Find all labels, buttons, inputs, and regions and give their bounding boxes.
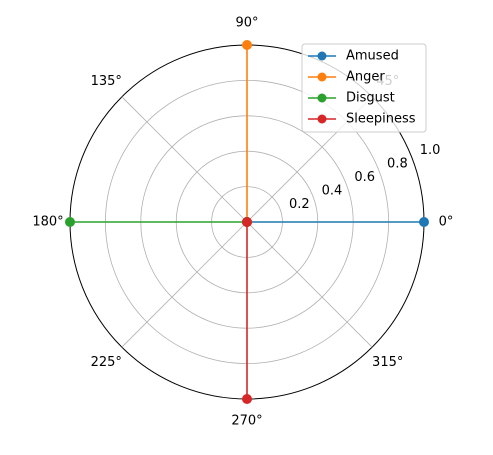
- r-tick-label: 0.6: [354, 170, 375, 185]
- data-point: [419, 217, 429, 227]
- data-point: [242, 217, 252, 227]
- theta-tick-label: 180°: [32, 215, 63, 230]
- legend-entry: Sleepiness: [308, 112, 416, 127]
- theta-tick-label: 0°: [439, 215, 454, 230]
- r-tick-label: 0.2: [289, 197, 310, 212]
- legend-entry: Disgust: [308, 91, 395, 106]
- theta-tick-label: 270°: [231, 414, 262, 429]
- series-amused: [242, 217, 429, 227]
- series-disgust: [65, 217, 252, 227]
- legend: Amused Anger Disgust Sleepiness: [301, 43, 427, 133]
- theta-tick-label: 315°: [372, 355, 403, 370]
- theta-tick-label: 135°: [91, 74, 122, 89]
- legend-label: Sleepiness: [346, 112, 416, 127]
- series-layer: [65, 40, 429, 404]
- theta-tick-label: 225°: [91, 355, 122, 370]
- legend-entry: Anger: [308, 70, 385, 85]
- theta-tick-label: 90°: [235, 16, 258, 31]
- r-tick-label: 0.4: [322, 184, 343, 199]
- series-sleepiness: [242, 217, 252, 404]
- legend-label: Anger: [346, 70, 385, 85]
- series-anger: [242, 40, 252, 227]
- legend-label: Disgust: [346, 91, 395, 106]
- legend-entry: Amused: [308, 49, 399, 64]
- legend-swatch-marker: [317, 93, 327, 103]
- data-point: [65, 217, 75, 227]
- data-point: [242, 394, 252, 404]
- r-tick-label: 1.0: [420, 143, 441, 158]
- legend-swatch-marker: [317, 114, 327, 124]
- legend-box: [301, 43, 427, 133]
- grid-spoke: [121, 96, 248, 223]
- data-point: [242, 40, 252, 50]
- r-tick-label: 0.8: [387, 156, 408, 171]
- grid-spoke: [121, 221, 248, 348]
- legend-swatch-marker: [317, 72, 327, 82]
- grid-spoke: [246, 221, 373, 348]
- legend-label: Amused: [346, 49, 399, 64]
- legend-swatch-marker: [317, 51, 327, 61]
